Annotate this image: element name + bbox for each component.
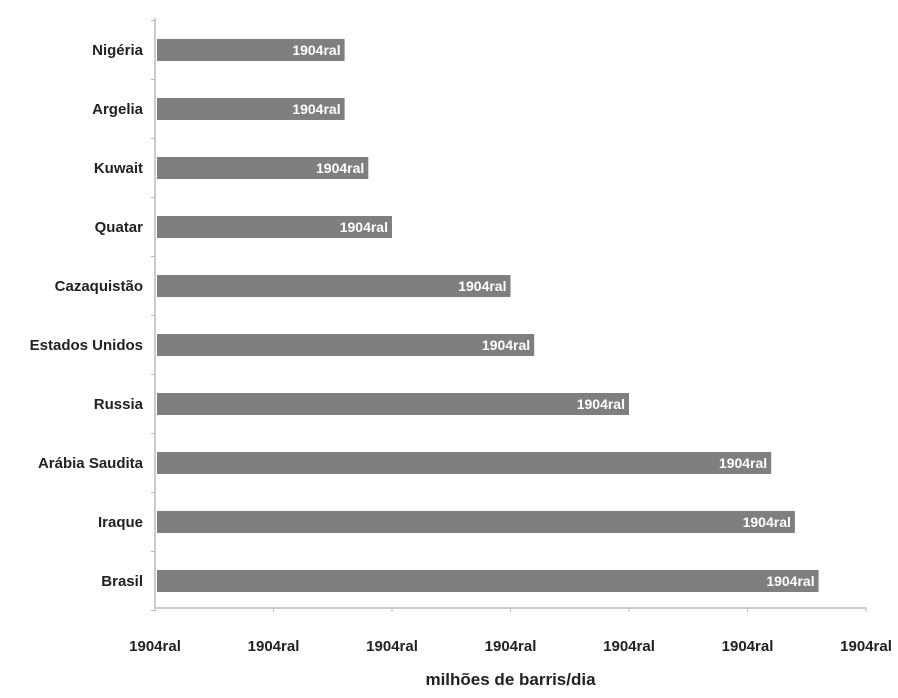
data-label: 1904ral [766,573,814,589]
category-label: Iraque [98,514,143,531]
data-label: 1904ral [482,337,530,353]
x-tick-label: 1904ral [129,638,181,655]
x-tick-labels-group: 1904ral 1904ral 1904ral 1904ral 1904ral 1904r… [129,608,892,655]
x-tick-label: 1904ral [485,638,537,655]
category-label: Kuwait [94,160,143,177]
bar [157,334,535,356]
x-axis-title: milhões de barris/dia [425,670,596,689]
data-label: 1904ral [458,278,506,294]
y-axis-ticks [151,20,155,611]
bar [157,393,629,415]
bars-group [157,39,819,592]
category-label: Arábia Saudita [38,455,144,472]
category-label: Nigéria [92,42,144,59]
x-tick-label: 1904ral [603,638,655,655]
bar [157,39,345,61]
category-labels-group: Nigéria Argelia Kuwait Quatar Cazaquistão Est… [30,42,144,590]
data-label: 1904ral [577,396,625,412]
bar [157,452,772,474]
x-tick-label: 1904ral [722,638,774,655]
bar [157,570,819,592]
data-label: 1904ral [292,101,340,117]
category-label: Russia [94,396,144,413]
bar [157,216,392,238]
x-tick-label: 1904ral [366,638,418,655]
bar [157,98,345,120]
data-label: 1904ral [743,514,791,530]
category-label: Argelia [92,101,144,118]
category-label: Quatar [95,219,144,236]
category-label: Cazaquistão [55,278,143,295]
data-label: 1904ral [292,42,340,58]
bar [157,157,369,179]
data-label: 1904ral [719,455,767,471]
bar [157,275,511,297]
data-label: 1904ral [316,160,364,176]
category-label: Estados Unidos [30,337,143,354]
data-labels-group: 1904ral 1904ral 1904ral 1904ral 1904ral 1904r… [292,42,814,589]
category-label: Brasil [101,573,143,590]
data-label: 1904ral [340,219,388,235]
x-tick-label: 1904ral [248,638,300,655]
bar [157,511,795,533]
x-tick-label: 1904ral [840,638,892,655]
